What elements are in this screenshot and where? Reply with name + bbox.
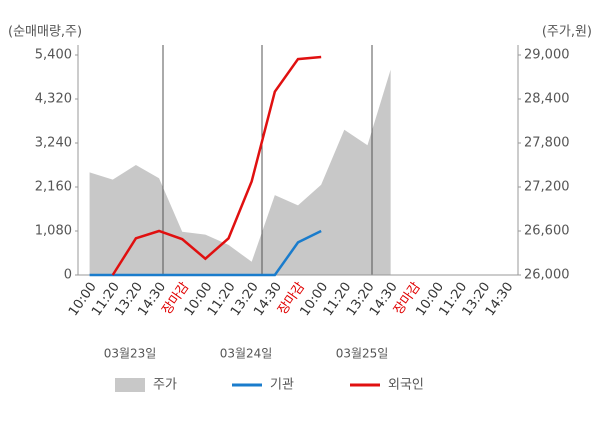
y2-tick-label: 27,200 <box>524 180 570 195</box>
series-line <box>111 55 322 276</box>
date-label: 03월24일 <box>220 347 273 361</box>
y2-tick-label: 28,400 <box>524 92 570 107</box>
legend-label: 주가 <box>153 378 177 393</box>
y2-axis-label: (주가,원) <box>542 25 592 40</box>
y-tick-label: 5,400 <box>35 48 72 63</box>
y-tick-label: 3,240 <box>35 136 72 151</box>
y2-tick-label: 29,000 <box>524 48 570 63</box>
date-label: 03월23일 <box>104 347 157 361</box>
y-tick-label: 4,320 <box>35 92 72 107</box>
price-area <box>89 69 391 276</box>
y-tick-label: 0 <box>64 268 72 283</box>
y-tick-label: 2,160 <box>35 180 72 195</box>
y2-tick-label: 26,600 <box>524 224 570 239</box>
y2-tick-label: 27,800 <box>524 136 570 151</box>
series-line <box>89 229 322 277</box>
y-axis-label: (순매매량,주) <box>8 25 82 40</box>
date-label: 03월25일 <box>336 347 389 361</box>
legend-swatch <box>115 378 145 392</box>
plot <box>89 69 391 276</box>
legend-label: 기관 <box>270 378 294 393</box>
legend-label: 외국인 <box>388 378 424 393</box>
y-tick-label: 1,080 <box>35 224 72 239</box>
y2-tick-label: 26,000 <box>524 268 570 283</box>
